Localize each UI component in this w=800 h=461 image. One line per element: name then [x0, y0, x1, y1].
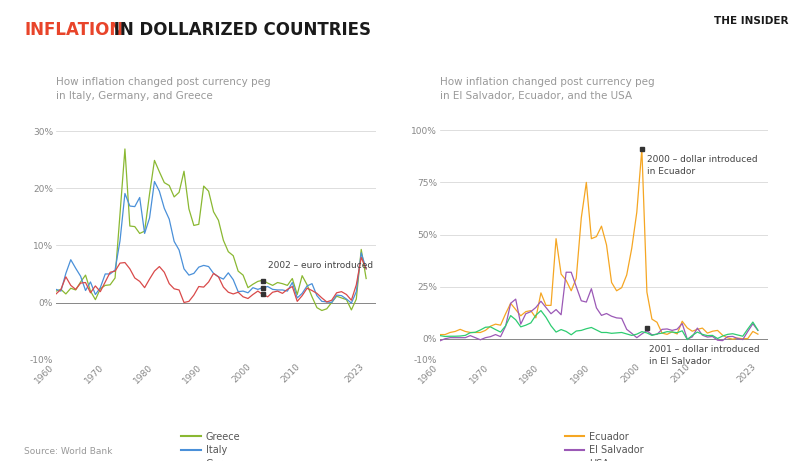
Text: THE INSIDER: THE INSIDER [714, 16, 788, 26]
Text: IN DOLLARIZED COUNTRIES: IN DOLLARIZED COUNTRIES [108, 21, 371, 39]
Text: Source: World Bank: Source: World Bank [24, 447, 112, 456]
Legend: Greece, Italy, Germany: Greece, Italy, Germany [182, 431, 250, 461]
Text: 2001 – dollar introduced
in El Salvador: 2001 – dollar introduced in El Salvador [650, 345, 760, 366]
Text: 2002 – euro introduced: 2002 – euro introduced [268, 261, 373, 270]
Text: 2000 – dollar introduced
in Ecuador: 2000 – dollar introduced in Ecuador [647, 155, 758, 176]
Text: INFLATION: INFLATION [24, 21, 123, 39]
Text: How inflation changed post currency peg
in Italy, Germany, and Greece: How inflation changed post currency peg … [56, 77, 270, 100]
Text: How inflation changed post currency peg
in El Salvador, Ecuador, and the USA: How inflation changed post currency peg … [440, 77, 654, 100]
Legend: Ecuador, El Salvador, USA: Ecuador, El Salvador, USA [565, 431, 643, 461]
